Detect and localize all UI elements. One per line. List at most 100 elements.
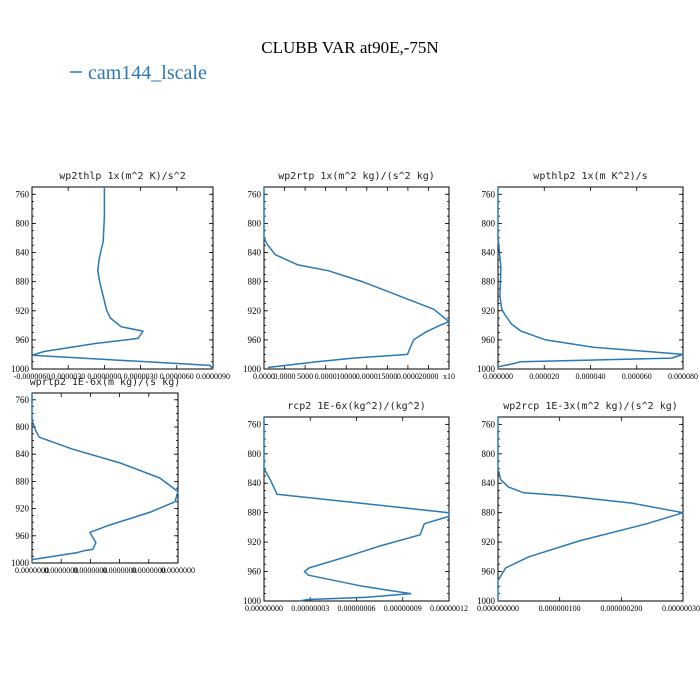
x-tick-label: 0.000000300 (662, 604, 700, 613)
y-tick-label: 880 (482, 508, 496, 518)
y-tick-label: 880 (248, 277, 262, 287)
y-tick-label: 760 (16, 395, 30, 405)
x-tick-label: 0.0000030 (51, 372, 85, 381)
y-tick-label: 1000 (243, 364, 262, 374)
x-tick-label: 0.00000006 (338, 604, 376, 613)
y-tick-label: 960 (16, 335, 30, 345)
y-tick-label: 840 (482, 248, 496, 258)
y-tick-label: 960 (248, 567, 262, 577)
y-tick-label: 880 (248, 508, 262, 518)
y-tick-label: 800 (248, 218, 262, 228)
x-tick-label: 0.0000 (356, 372, 378, 381)
y-tick-label: 760 (16, 189, 30, 199)
panel-2: wp2rtp 1x(m^2 kg)/(s^2 kg) 760 800 840 880 92… (243, 171, 455, 381)
x-tick-label: -0.0000060 (14, 372, 51, 381)
panel-title: wp2thlp 1x(m^2 K)/s^2 (59, 171, 185, 182)
panel-5: rcp2 1E-6x(kg^2)/(kg^2) 760 800 840 880 920 96… (243, 401, 468, 613)
y-tick-label: 840 (248, 248, 262, 258)
x-tick-label: 0.0000 (274, 372, 296, 381)
x-tick-label: 0.000000000 (477, 604, 519, 613)
x-tick-label: 0.00000009 (384, 604, 422, 613)
legend-label: cam144_lscale (88, 62, 207, 84)
panel-4: wprtp2 1E-6x(m kg)/(s kg)760 800 840 880 920… (11, 377, 195, 575)
legend: cam144_lscale (70, 62, 207, 84)
y-tick-label: 840 (16, 449, 30, 459)
y-tick-label: 920 (248, 306, 262, 316)
plot-frame (31, 186, 214, 370)
x-tick-label: 0.0000060 (160, 372, 194, 381)
x-tick-label: 0.00000012 (430, 604, 468, 613)
y-tick-label: 960 (248, 335, 262, 345)
x-tick-label: 0.00000003 (291, 604, 329, 613)
x-tick-label: 0.000060 (622, 372, 652, 381)
panel-title: rcp2 1E-6x(kg^2)/(kg^2) (287, 401, 425, 412)
y-tick-label: 760 (248, 419, 262, 429)
x-tick-label: 0.0000000 (87, 372, 121, 381)
y-tick-label: 760 (482, 419, 496, 429)
x-tick-label: 0.000000 (483, 372, 513, 381)
y-tick-label: 800 (16, 218, 30, 228)
y-tick-label: 800 (482, 218, 496, 228)
y-tick-label: 760 (248, 189, 262, 199)
y-tick-label: 880 (16, 476, 30, 486)
plot-frame (497, 416, 684, 602)
y-tick-label: 960 (482, 567, 496, 577)
y-tick-label: 920 (482, 306, 496, 316)
y-tick-label: 840 (482, 478, 496, 488)
y-tick-label: 920 (482, 537, 496, 547)
series-line (263, 187, 450, 369)
y-tick-label: 880 (16, 277, 30, 287)
x-tick-label: 0.0000000 (161, 566, 195, 575)
y-tick-label: 800 (482, 449, 496, 459)
plot-frame (31, 392, 179, 564)
y-tick-label: 880 (482, 277, 496, 287)
y-tick-label: 920 (16, 504, 30, 514)
x-tick-label: 0.0000000 (15, 566, 49, 575)
x-tick-label: 0.0000000 (103, 566, 137, 575)
panel-3: wpthlp2 1x(m K^2)/s 760 800 840 880 920 960 100… (477, 171, 698, 381)
series-line (263, 417, 450, 602)
plot-frame (497, 186, 684, 370)
panel-title: wprtp2 1E-6x(m kg)/(s kg) (30, 377, 181, 388)
panel-title: wpthlp2 1x(m K^2)/s (533, 171, 647, 182)
series-line (31, 187, 214, 370)
panel-1: wp2thlp 1x(m^2 K)/s^2 760 800 840 880 920 960 1… (11, 171, 230, 381)
x-tick-label: 0.000080 (668, 372, 698, 381)
panels: wp2thlp 1x(m^2 K)/s^2 760 800 840 880 920 960 1… (11, 171, 700, 613)
y-tick-label: 760 (482, 189, 496, 199)
y-tick-label: 960 (482, 335, 496, 345)
y-tick-label: 840 (248, 478, 262, 488)
x-tick-label: 0.0000090 (196, 372, 230, 381)
y-tick-label: 1000 (11, 558, 30, 568)
x-tick-label: 0.0000000 (132, 566, 166, 575)
x-tick-label: 0.0000000 (73, 566, 107, 575)
y-tick-label: 960 (16, 531, 30, 541)
x-tick-label: 20000 (418, 372, 438, 381)
x-tick-label: 0.0000 (397, 372, 419, 381)
x-tick-label: 0.0000000 (44, 566, 78, 575)
y-tick-label: 920 (248, 537, 262, 547)
x-tick-label: x10 (443, 372, 455, 381)
x-tick-label: 0.000000200 (600, 604, 642, 613)
x-tick-label: 0.00000000 (245, 604, 283, 613)
figure-title: CLUBB VAR at90E,-75N (261, 38, 438, 57)
x-tick-label: 0.000040 (576, 372, 606, 381)
x-tick-label: 0.0000 (253, 372, 275, 381)
y-tick-label: 920 (16, 306, 30, 316)
panel-title: wp2rtp 1x(m^2 kg)/(s^2 kg) (278, 171, 435, 182)
x-tick-label: 0.000000100 (539, 604, 581, 613)
y-tick-label: 800 (248, 449, 262, 459)
y-tick-label: 1000 (243, 596, 262, 606)
y-tick-label: 1000 (11, 364, 30, 374)
x-tick-label: 5000 (297, 372, 313, 381)
panel-title: wp2rcp 1E-3x(m^2 kg)/(s^2 kg) (503, 401, 678, 412)
plot-frame (263, 186, 450, 370)
panel-6: wp2rcp 1E-3x(m^2 kg)/(s^2 kg) 760 800 840 88… (477, 401, 700, 613)
x-tick-label: 0.0000 (315, 372, 337, 381)
y-tick-label: 1000 (477, 596, 496, 606)
series-line (497, 417, 684, 601)
y-tick-label: 840 (16, 248, 30, 258)
series-line (31, 393, 179, 563)
x-tick-label: 15000 (377, 372, 397, 381)
